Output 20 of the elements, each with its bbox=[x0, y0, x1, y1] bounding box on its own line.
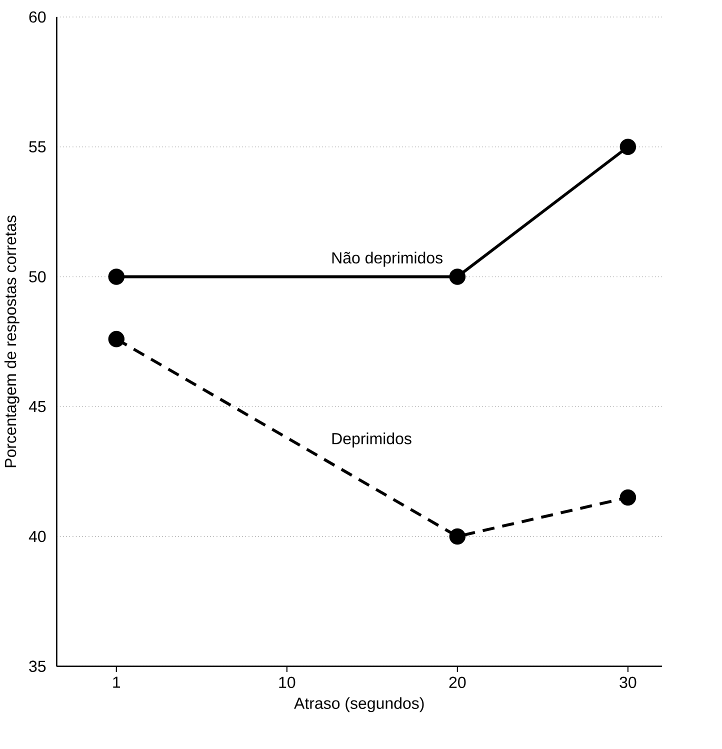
point bbox=[449, 528, 466, 545]
y-tick-label: 55 bbox=[29, 141, 46, 152]
point bbox=[108, 330, 125, 348]
x-tick-label: 20 bbox=[449, 676, 466, 688]
y-tick-label: 45 bbox=[29, 401, 46, 412]
x-tick-label: 10 bbox=[279, 676, 296, 688]
y-tick-label: 50 bbox=[29, 271, 46, 282]
y-axis-title: Porcentagem de respostas corretas bbox=[4, 216, 20, 468]
x-tick-label: 30 bbox=[620, 676, 636, 688]
series-label: Deprimidos bbox=[332, 432, 412, 448]
point bbox=[449, 268, 466, 285]
x-tick-label: 1 bbox=[113, 676, 120, 688]
point bbox=[108, 268, 125, 285]
point bbox=[620, 138, 636, 155]
y-tick-label: 35 bbox=[29, 660, 46, 672]
x-axis-title: Atraso (segundos) bbox=[294, 697, 424, 712]
point bbox=[620, 489, 636, 506]
series-label: Não deprimidos bbox=[332, 252, 443, 267]
y-tick-label: 40 bbox=[29, 530, 46, 542]
y-tick-label: 60 bbox=[29, 11, 46, 23]
